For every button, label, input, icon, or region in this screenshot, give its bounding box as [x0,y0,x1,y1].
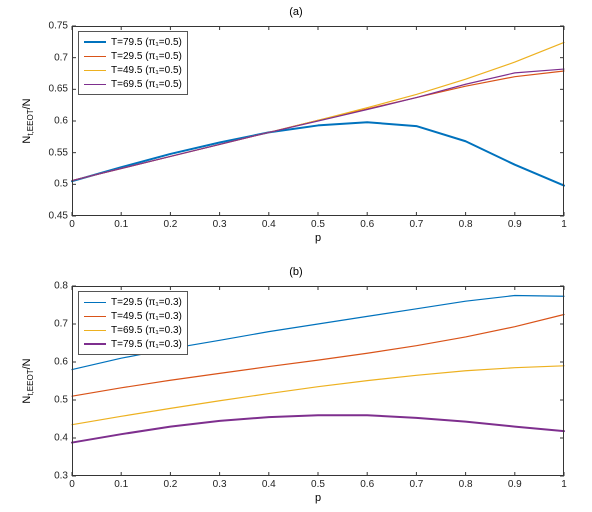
legend-swatch [84,316,106,317]
ytick-label: 0.55 [49,147,68,158]
xtick-label: 0.9 [508,219,522,230]
xtick-label: 0.1 [114,219,128,230]
ytick-label: 0.5 [54,179,68,190]
legend-label: T=69.5 (π₁=0.3) [111,325,182,336]
xtick-label: 0.2 [163,219,177,230]
xtick-label: 0.5 [311,219,325,230]
panel-b-ylabel: Nt,EEOT/N [21,358,35,403]
xtick-label: 0.7 [409,219,423,230]
panel-a-title: (a) [0,6,592,18]
ytick-label: 0.45 [49,211,68,222]
xtick-label: 0.8 [459,479,473,490]
xtick-label: 0 [69,219,75,230]
ytick-label: 0.3 [54,471,68,482]
xtick-label: 0.9 [508,479,522,490]
xtick-label: 1 [561,479,567,490]
panel-a-legend: T=79.5 (π₁=0.5) T=29.5 (π₁=0.5) T=49.5 (π₁… [78,31,188,95]
figure: (a) T=79.5 (π₁=0.5) T=29.5 (π₁=0.5) T=49.5… [0,0,592,512]
legend-swatch [84,70,106,71]
series-line [72,415,564,442]
panel-b-title: (b) [0,266,592,278]
ytick-label: 0.7 [54,52,68,63]
panel-a-ylabel: Nt,EEOT/N [21,98,35,143]
xtick-label: 0 [69,479,75,490]
legend-entry: T=69.5 (π₁=0.5) [84,77,182,91]
legend-entry: T=49.5 (π₁=0.5) [84,63,182,77]
legend-label: T=49.5 (π₁=0.3) [111,311,182,322]
legend-label: T=79.5 (π₁=0.3) [111,339,182,350]
legend-swatch [84,343,106,345]
legend-label: T=69.5 (π₁=0.5) [111,79,182,90]
xtick-label: 0.6 [360,479,374,490]
ytick-label: 0.4 [54,433,68,444]
panel-b-xlabel: p [315,492,321,504]
ytick-label: 0.6 [54,357,68,368]
ytick-label: 0.75 [49,21,68,32]
xtick-label: 0.1 [114,479,128,490]
legend-swatch [84,84,106,85]
legend-label: T=29.5 (π₁=0.5) [111,51,182,62]
legend-swatch [84,56,106,57]
xtick-label: 0.2 [163,479,177,490]
legend-label: T=49.5 (π₁=0.5) [111,65,182,76]
legend-entry: T=29.5 (π₁=0.5) [84,49,182,63]
legend-entry: T=79.5 (π₁=0.3) [84,337,182,351]
xtick-label: 0.7 [409,479,423,490]
panel-b-axes: T=29.5 (π₁=0.3) T=49.5 (π₁=0.3) T=69.5 (π₁… [72,286,564,476]
xtick-label: 0.4 [262,479,276,490]
xtick-label: 1 [561,219,567,230]
legend-swatch [84,302,106,303]
xtick-label: 0.5 [311,479,325,490]
panel-b-legend: T=29.5 (π₁=0.3) T=49.5 (π₁=0.3) T=69.5 (π₁… [78,291,188,355]
ytick-label: 0.5 [54,395,68,406]
panel-a-xlabel: p [315,232,321,244]
xtick-label: 0.6 [360,219,374,230]
legend-label: T=79.5 (π₁=0.5) [111,37,182,48]
legend-swatch [84,41,106,43]
panel-a-axes: T=79.5 (π₁=0.5) T=29.5 (π₁=0.5) T=49.5 (π₁… [72,26,564,216]
ytick-label: 0.65 [49,84,68,95]
legend-entry: T=49.5 (π₁=0.3) [84,309,182,323]
xtick-label: 0.4 [262,219,276,230]
legend-label: T=29.5 (π₁=0.3) [111,297,182,308]
xtick-label: 0.8 [459,219,473,230]
legend-swatch [84,330,106,331]
ytick-label: 0.8 [54,281,68,292]
xtick-label: 0.3 [213,479,227,490]
xtick-label: 0.3 [213,219,227,230]
legend-entry: T=79.5 (π₁=0.5) [84,35,182,49]
series-line [72,122,564,185]
ytick-label: 0.7 [54,319,68,330]
ytick-label: 0.6 [54,116,68,127]
legend-entry: T=29.5 (π₁=0.3) [84,295,182,309]
legend-entry: T=69.5 (π₁=0.3) [84,323,182,337]
